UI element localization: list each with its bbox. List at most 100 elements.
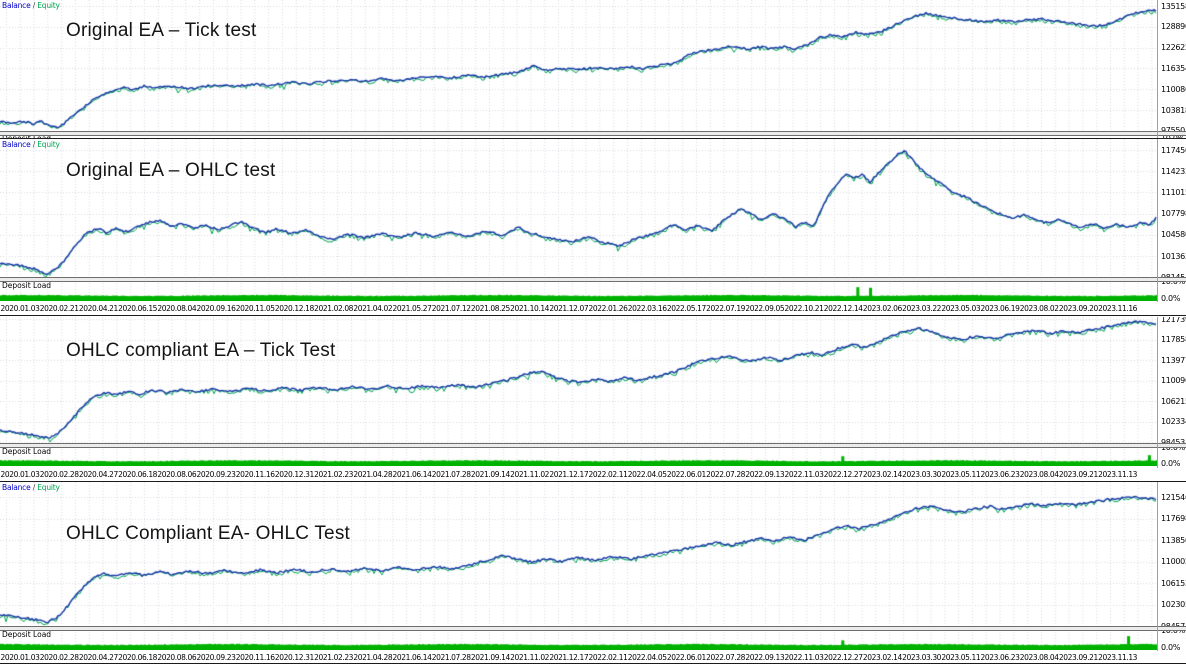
date-label: 2021.02.08 — [314, 304, 354, 313]
y-axis-label: 122622 — [1161, 43, 1186, 53]
date-label: 2023.08.04 — [1019, 653, 1059, 662]
deposit-scale-top: 10.0% — [1161, 134, 1185, 138]
date-label: 2022.06.01 — [666, 470, 706, 479]
date-label: 2022.04.05 — [627, 653, 667, 662]
date-label: 2021.06.14 — [392, 470, 432, 479]
legend-equity-label: Equity — [37, 140, 60, 149]
y-axis-label: 121546 — [1161, 492, 1186, 502]
date-label: 2020.01.03 — [0, 470, 40, 479]
chart-title: Original EA – OHLC test — [66, 160, 276, 181]
deposit-load-label: Deposit Load — [2, 134, 51, 138]
date-label: 2020.02.28 — [39, 653, 79, 662]
date-label: 2022.05.17 — [666, 304, 706, 313]
date-label: 2021.04.28 — [353, 653, 393, 662]
date-label: 2022.03.16 — [627, 304, 667, 313]
balance-equity-chart — [0, 139, 1157, 277]
pane-splitter[interactable] — [0, 626, 1186, 631]
y-axis-label: 110096 — [1161, 376, 1186, 385]
legend-balance-label: Balance — [2, 1, 31, 10]
legend-separator: / — [30, 1, 38, 10]
chart-legend: Balance / Equity — [2, 1, 60, 10]
deposit-load-label: Deposit Load — [2, 281, 52, 290]
legend-equity-label: Equity — [37, 1, 60, 10]
date-label: 2020.11.16 — [235, 653, 275, 662]
date-label: 2023.02.14 — [862, 653, 902, 662]
date-label: 2023.05.11 — [941, 470, 981, 479]
date-label: 2023.08.02 — [1019, 304, 1059, 313]
date-label: 2023.06.23 — [980, 653, 1020, 662]
date-label: 2021.04.28 — [353, 470, 393, 479]
date-label: 2020.09.23 — [196, 653, 236, 662]
date-label: 2021.11.02 — [510, 470, 550, 479]
legend-balance-label: Balance — [2, 140, 31, 149]
date-label: 2020.09.16 — [196, 304, 236, 313]
date-label: 2021.12.17 — [549, 470, 589, 479]
balance-equity-chart — [0, 317, 1157, 443]
date-label: 2020.09.23 — [196, 470, 236, 479]
date-label: 2023.08.04 — [1019, 470, 1059, 479]
date-label: 2023.09.21 — [1058, 653, 1098, 662]
date-label: 2023.11.13 — [1098, 653, 1138, 662]
date-axis: 2020.01.03 2020.02.21 2020.04.21 2020.06.15… — [0, 302, 1157, 315]
deposit-scale-bottom: 0.0% — [1161, 294, 1181, 303]
deposit-load-pane: Deposit Load — [0, 629, 1157, 650]
date-label: 2022.01.26 — [588, 304, 628, 313]
date-label: 2022.07.28 — [706, 470, 746, 479]
date-label: 2022.11.03 — [784, 470, 824, 479]
date-label: 2022.04.05 — [627, 470, 667, 479]
date-label: 2023.03.30 — [902, 470, 942, 479]
date-label: 2022.10.21 — [784, 304, 824, 313]
y-axis-label: 111015 — [1161, 187, 1186, 197]
date-label: 2020.04.27 — [78, 653, 118, 662]
chart-title: OHLC Compliant EA- OHLC Test — [66, 523, 351, 544]
date-label: 2021.11.02 — [510, 653, 550, 662]
y-axis-label: 110002 — [1161, 557, 1186, 566]
date-label: 2023.06.19 — [980, 304, 1020, 313]
date-label: 2020.08.06 — [157, 470, 197, 479]
pane-splitter[interactable] — [0, 131, 1186, 136]
chart-title: Original EA – Tick test — [66, 20, 257, 41]
date-label: 2020.06.15 — [118, 304, 158, 313]
date-label: 2021.07.28 — [431, 653, 471, 662]
date-label: 2020.12.18 — [274, 304, 314, 313]
y-axis-label: 114233 — [1161, 166, 1186, 176]
date-label: 2020.04.21 — [78, 304, 118, 313]
date-label: 2020.08.04 — [157, 304, 197, 313]
date-label: 2021.02.23 — [314, 470, 354, 479]
legend-equity-label: Equity — [37, 483, 60, 492]
date-label: 2022.06.01 — [666, 653, 706, 662]
y-axis-label: 117698 — [1161, 514, 1186, 523]
y-axis-label: 102334 — [1161, 417, 1186, 426]
deposit-load-pane-clipped: Deposit Load 10.0% — [0, 134, 1186, 138]
chart-panel-ohlc-compliant-ea-ohlc-test: Balance / Equity OHLC Compliant EA- OHLC… — [0, 482, 1186, 667]
pane-splitter[interactable] — [0, 443, 1186, 448]
y-axis-label: 117858 — [1161, 335, 1186, 344]
date-label: 2021.02.23 — [314, 653, 354, 662]
y-axis-label: 102305 — [1161, 600, 1186, 609]
panel-border — [0, 138, 1186, 139]
price-scale-separator — [1157, 0, 1158, 139]
date-label: 2020.04.27 — [78, 470, 118, 479]
pane-splitter[interactable] — [0, 277, 1186, 282]
y-axis-label: 106153 — [1161, 578, 1186, 588]
y-axis-label: 106215 — [1161, 396, 1186, 406]
date-axis: 2020.01.03 2020.02.28 2020.04.27 2020.06.18… — [0, 651, 1157, 664]
date-label: 2020.08.06 — [157, 653, 197, 662]
date-label: 2021.12.07 — [549, 304, 589, 313]
date-label: 2020.01.03 — [0, 653, 40, 662]
y-axis-label: 101363 — [1161, 251, 1186, 261]
date-label: 2020.06.18 — [118, 653, 158, 662]
y-axis-label: 128890 — [1161, 22, 1186, 32]
date-label: 2021.07.12 — [431, 304, 471, 313]
date-label: 2022.11.03 — [784, 653, 824, 662]
date-label: 2022.07.19 — [706, 304, 746, 313]
legend-separator: / — [30, 140, 38, 149]
date-label: 2022.12.27 — [823, 653, 863, 662]
deposit-load-pane: Deposit Load — [0, 446, 1157, 466]
y-axis-label: 97550 — [1161, 126, 1185, 135]
y-axis-label: 117450 — [1161, 145, 1186, 155]
panel-border — [0, 663, 1186, 664]
chart-title: OHLC compliant EA – Tick Test — [66, 340, 336, 361]
date-label: 2020.11.05 — [235, 304, 275, 313]
